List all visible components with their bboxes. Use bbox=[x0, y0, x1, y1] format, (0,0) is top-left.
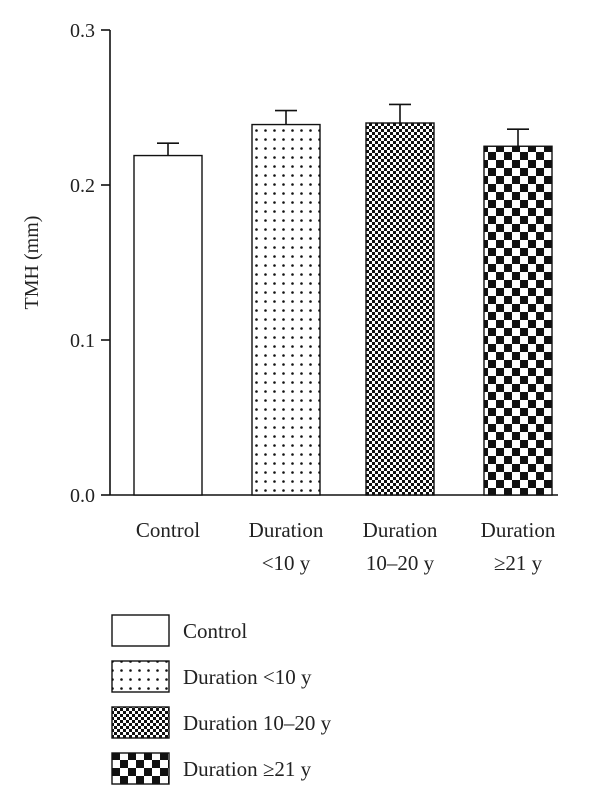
legend-label-lt10: Duration <10 y bbox=[183, 665, 312, 689]
bars bbox=[133, 103, 553, 496]
y-tick-label: 0.2 bbox=[70, 175, 95, 197]
legend-label-control: Control bbox=[183, 619, 247, 643]
legend-swatch-10to20 bbox=[111, 706, 170, 739]
x-tick-label-line: <10 y bbox=[262, 551, 311, 575]
y-tick-label: 0.0 bbox=[70, 485, 95, 507]
bar-control bbox=[133, 154, 203, 496]
legend-label-10to20: Duration 10–20 y bbox=[183, 711, 332, 735]
x-tick-label-line: Control bbox=[136, 518, 200, 542]
y-tick-label: 0.1 bbox=[70, 330, 95, 352]
legend-label-ge21: Duration ≥21 y bbox=[183, 757, 312, 781]
bar-ge21 bbox=[483, 145, 553, 496]
y-tick-label: 0.3 bbox=[70, 20, 95, 42]
x-tick-label-10to20: Duration 10–20 y bbox=[363, 518, 438, 575]
x-tick-label-control: Control bbox=[136, 518, 200, 542]
y-axis: 0.0 0.1 0.2 0.3 bbox=[70, 20, 111, 507]
x-tick-label-line: Duration bbox=[249, 518, 324, 542]
x-tick-label-line: Duration bbox=[481, 518, 556, 542]
bar-lt10 bbox=[251, 123, 321, 496]
x-tick-label-ge21: Duration ≥21 y bbox=[481, 518, 556, 575]
x-tick-label-line: Duration bbox=[363, 518, 438, 542]
x-tick-label-line: 10–20 y bbox=[366, 551, 435, 575]
bar-10to20 bbox=[365, 122, 435, 496]
x-tick-label-line: ≥21 y bbox=[494, 551, 543, 575]
legend-swatch-ge21 bbox=[111, 752, 170, 785]
legend-swatch-lt10 bbox=[111, 660, 170, 693]
legend: Control Duration <10 y Duration 10–20 y Dur… bbox=[111, 614, 332, 785]
y-axis-title: TMH (mm) bbox=[21, 216, 43, 310]
legend-swatch-control bbox=[111, 614, 170, 647]
x-tick-label-lt10: Duration <10 y bbox=[249, 518, 324, 575]
